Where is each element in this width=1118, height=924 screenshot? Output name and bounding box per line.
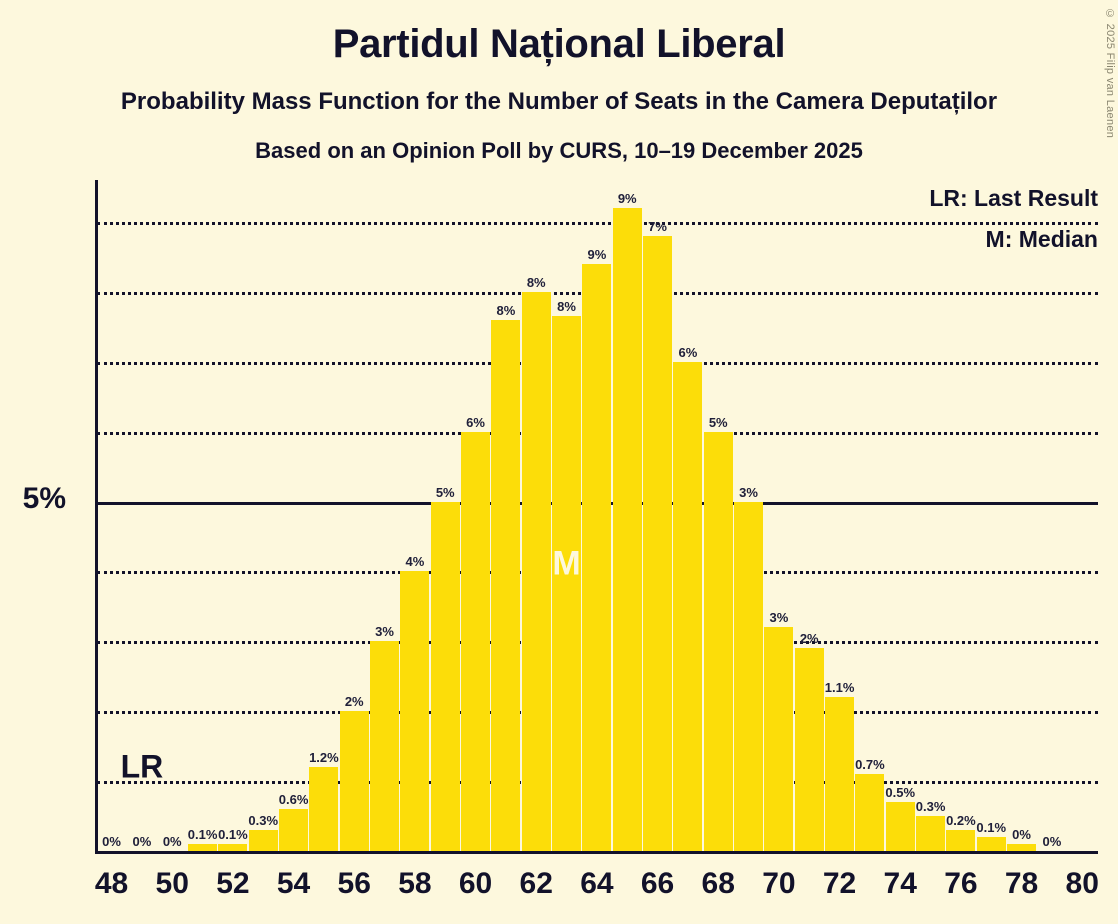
bar-seat-55[interactable] <box>309 767 339 851</box>
page-subtitle: Probability Mass Function for the Number… <box>120 88 998 115</box>
bar-label-seat-76: 0.2% <box>946 813 976 829</box>
x-tick-78: 78 <box>1004 867 1039 900</box>
bar-seat-51[interactable] <box>188 844 218 851</box>
x-tick-52: 52 <box>216 867 250 900</box>
x-tick-74: 74 <box>883 867 917 900</box>
bar-seat-66[interactable] <box>643 235 673 851</box>
bar-seat-72[interactable] <box>825 697 855 851</box>
bar-seat-59[interactable] <box>430 501 460 851</box>
bar-label-seat-72: 1.1% <box>824 680 855 696</box>
bar-label-seat-56: 2% <box>344 694 364 710</box>
bar-label-seat-52: 0.1% <box>218 827 248 842</box>
page-subtitle-source: Based on an Opinion Poll by CURS, 10–19 … <box>255 138 863 163</box>
marker-median: M <box>552 544 581 583</box>
bar-seat-54[interactable] <box>279 809 309 851</box>
bar-label-seat-49: 0% <box>132 834 152 849</box>
x-tick-48: 48 <box>94 867 129 900</box>
bar-seat-60[interactable] <box>461 431 491 851</box>
x-tick-54: 54 <box>276 867 311 900</box>
x-tick-66: 66 <box>640 867 675 900</box>
bar-seat-52[interactable] <box>218 844 248 851</box>
legend-median: M: Median <box>985 226 1098 252</box>
bar-seat-69[interactable] <box>734 501 764 851</box>
bar-label-seat-77: 0.1% <box>976 820 1007 836</box>
bar-label-seat-69: 3% <box>739 484 758 500</box>
page-title: Partidul Național Liberal <box>332 22 786 66</box>
bar-label-seat-61: 8% <box>496 302 516 318</box>
bar-seat-64[interactable] <box>582 263 612 851</box>
bar-seat-56[interactable] <box>339 711 369 851</box>
x-tick-70: 70 <box>762 867 796 900</box>
bar-label-seat-66: 7% <box>648 218 667 234</box>
y-axis <box>95 180 98 851</box>
x-tick-64: 64 <box>580 867 614 900</box>
bar-label-seat-51: 0.1% <box>187 827 218 842</box>
bar-label-seat-53: 0.3% <box>248 813 279 829</box>
bar-label-seat-54: 0.6% <box>278 792 309 808</box>
bar-label-seat-55: 1.2% <box>309 750 339 766</box>
bar-seat-62[interactable] <box>521 291 551 851</box>
bar-seat-53[interactable] <box>248 830 278 851</box>
plot-area: 0% 0% 0% 0.1% 0.1% 0.3% 0.6% 1.2% 2% 3% 4% 5% 6% 8% 8%… <box>23 180 1098 854</box>
y-axis-label: 5% <box>22 481 66 515</box>
bar-label-seat-48: 0% <box>102 834 121 849</box>
bar-seat-78[interactable] <box>1007 844 1037 851</box>
bar-label-seat-67: 6% <box>678 344 698 360</box>
bar-seat-76[interactable] <box>946 830 976 851</box>
bar-label-seat-57: 3% <box>375 624 394 640</box>
legend-last-result: LR: Last Result <box>929 185 1098 211</box>
marker-last-result: LR <box>120 748 164 785</box>
bar-label-seat-68: 5% <box>708 414 728 430</box>
bar-label-seat-78: 0% <box>1012 827 1031 842</box>
bar-label-seat-65: 9% <box>617 190 637 206</box>
bar-label-seat-50: 0% <box>162 834 182 849</box>
x-tick-56: 56 <box>337 867 371 900</box>
bar-label-seat-70: 3% <box>769 610 789 626</box>
bar-seat-77[interactable] <box>976 837 1006 851</box>
bar-seat-61[interactable] <box>491 319 521 851</box>
x-tick-62: 62 <box>519 867 553 900</box>
bar-seat-57[interactable] <box>370 641 400 851</box>
x-tick-58: 58 <box>398 867 432 900</box>
bar-label-seat-73: 0.7% <box>855 757 885 773</box>
bar-label-seat-64: 9% <box>587 246 607 262</box>
bar-label-seat-59: 5% <box>435 484 455 500</box>
bar-label-seat-60: 6% <box>466 414 485 430</box>
copyright-notice: © 2025 Filip van Laenen <box>1104 8 1116 139</box>
x-tick-72: 72 <box>822 867 857 900</box>
x-tick-50: 50 <box>155 867 189 900</box>
bar-label-seat-58: 4% <box>405 554 425 570</box>
x-tick-68: 68 <box>701 867 735 900</box>
bar-seat-68[interactable] <box>703 431 733 851</box>
x-axis <box>95 851 1098 854</box>
bar-label-seat-63: 8% <box>557 299 576 315</box>
bar-seat-75[interactable] <box>916 816 946 851</box>
bar-label-seat-74: 0.5% <box>885 785 916 801</box>
bar-label-seat-62: 8% <box>526 274 546 290</box>
bar-seat-65[interactable] <box>612 207 642 851</box>
bar-seat-70[interactable] <box>764 627 794 851</box>
bar-seat-74[interactable] <box>885 802 915 851</box>
bar-seat-63[interactable] <box>552 316 582 851</box>
bar-seat-67[interactable] <box>673 361 703 851</box>
bar-seat-73[interactable] <box>855 774 885 851</box>
x-tick-76: 76 <box>944 867 978 900</box>
bar-seat-58[interactable] <box>400 571 430 851</box>
x-tick-80: 80 <box>1065 867 1099 900</box>
gridline-9pct <box>97 221 1098 225</box>
bar-label-seat-71: 2% <box>799 631 819 647</box>
bar-label-seat-79: 0% <box>1042 834 1062 849</box>
x-tick-60: 60 <box>458 867 493 900</box>
bar-label-seat-75: 0.3% <box>915 799 946 815</box>
bar-seat-71[interactable] <box>794 648 824 851</box>
